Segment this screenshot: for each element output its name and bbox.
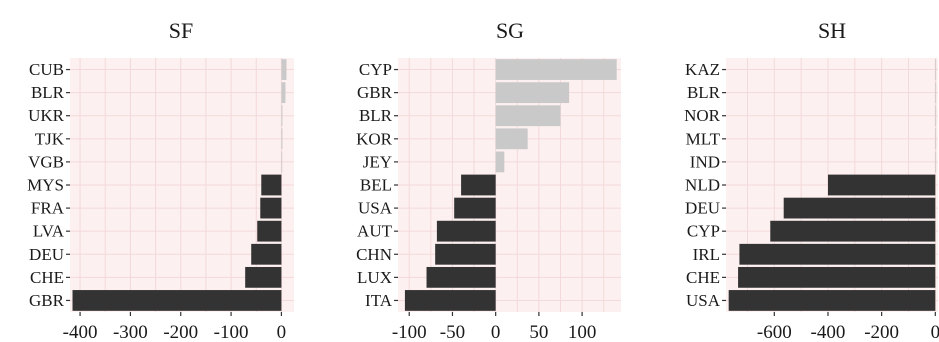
bar-jey <box>495 151 505 173</box>
y-tick-label: BLR <box>687 83 721 102</box>
bar-vgb <box>281 151 283 173</box>
bar-deu <box>251 243 282 265</box>
y-tick-label: MYS <box>27 176 64 195</box>
y-tick-label: CHE <box>30 268 64 287</box>
y-tick-label: DEU <box>685 199 720 218</box>
chart-title: SF <box>169 18 193 43</box>
y-tick-label: NOR <box>684 106 721 125</box>
x-tick-label: -400 <box>811 322 846 342</box>
bar-chn <box>435 243 496 265</box>
y-tick-label: KAZ <box>685 60 720 79</box>
y-tick-label: GBR <box>29 291 65 310</box>
x-tick-label: 0 <box>931 322 939 342</box>
x-tick-label: -600 <box>757 322 792 342</box>
bar-gbr <box>72 290 282 311</box>
bar-che <box>738 266 936 288</box>
x-tick-label: -50 <box>440 322 465 342</box>
x-tick-label: -400 <box>63 322 98 342</box>
x-tick-label: 100 <box>568 322 597 342</box>
bar-kaz <box>935 59 937 80</box>
x-tick-label: 50 <box>529 322 548 342</box>
bar-cyp <box>495 59 617 80</box>
y-tick-label: VGB <box>28 152 64 171</box>
bar-blr <box>281 82 286 104</box>
y-tick-label: NLD <box>685 176 720 195</box>
y-tick-label: KOR <box>356 129 393 148</box>
y-tick-label: CHE <box>686 268 720 287</box>
y-tick-label: GBR <box>357 83 393 102</box>
bar-che <box>245 266 282 288</box>
bar-aut <box>436 220 496 242</box>
bar-lux <box>426 266 496 288</box>
y-tick-label: CYP <box>687 222 720 241</box>
y-tick-label: UKR <box>28 106 65 125</box>
chart-title: SG <box>496 18 524 43</box>
y-tick-label: JEY <box>363 152 392 171</box>
y-tick-label: IND <box>690 152 720 171</box>
bar-deu <box>783 197 936 219</box>
bar-cub <box>281 59 287 80</box>
bar-ita <box>404 290 496 311</box>
bar-gbr <box>495 82 570 104</box>
y-tick-label: USA <box>686 291 721 310</box>
y-tick-label: TJK <box>35 129 65 148</box>
y-tick-label: LUX <box>357 268 392 287</box>
y-tick-label: IRL <box>693 245 720 264</box>
y-tick-label: USA <box>358 199 393 218</box>
bar-mlt <box>935 128 937 150</box>
chart-title: SH <box>818 18 846 43</box>
bar-blr <box>935 82 937 104</box>
y-tick-label: DEU <box>29 245 64 264</box>
x-tick-label: -200 <box>864 322 899 342</box>
y-tick-label: CYP <box>359 60 392 79</box>
x-tick-label: -100 <box>392 322 427 342</box>
x-tick-label: -100 <box>214 322 249 342</box>
bar-usa <box>454 197 496 219</box>
y-tick-label: FRA <box>31 199 65 218</box>
y-tick-label: CUB <box>29 60 64 79</box>
bar-nor <box>935 105 937 127</box>
bar-blr <box>495 105 561 127</box>
y-tick-label: BEL <box>360 176 392 195</box>
bar-kor <box>495 128 528 150</box>
bar-usa <box>728 290 936 311</box>
bar-irl <box>739 243 936 265</box>
y-tick-label: MLT <box>686 129 721 148</box>
bar-lva <box>257 220 282 242</box>
x-tick-label: 0 <box>277 322 287 342</box>
chart-panel-sh: KAZ BLR NOR MLT IND NLD DEU CYP IRL CHE USA -600 -40… <box>684 18 939 342</box>
bar-nld <box>827 174 936 196</box>
y-tick-label: ITA <box>365 291 393 310</box>
bar-tjk <box>281 128 283 150</box>
y-tick-label: BLR <box>31 83 65 102</box>
chart-panel-sf: CUB BLR UKR TJK VGB MYS FRA LVA DEU CHE GBR -400 -30… <box>27 18 294 342</box>
y-tick-label: LVA <box>33 222 65 241</box>
bar-ukr <box>281 105 283 127</box>
y-tick-label: BLR <box>359 106 393 125</box>
bar-fra <box>260 197 282 219</box>
bar-mys <box>261 174 282 196</box>
bar-bel <box>461 174 496 196</box>
y-tick-label: CHN <box>356 245 392 264</box>
y-tick-label: AUT <box>357 222 393 241</box>
x-tick-label: -300 <box>113 322 148 342</box>
bar-cyp <box>770 220 936 242</box>
x-tick-label: 0 <box>491 322 501 342</box>
bar-ind <box>935 151 937 173</box>
chart-panel-sg: CYP GBR BLR KOR JEY BEL USA AUT CHN LUX ITA -100 -50… <box>356 18 621 342</box>
x-tick-label: -200 <box>163 322 198 342</box>
